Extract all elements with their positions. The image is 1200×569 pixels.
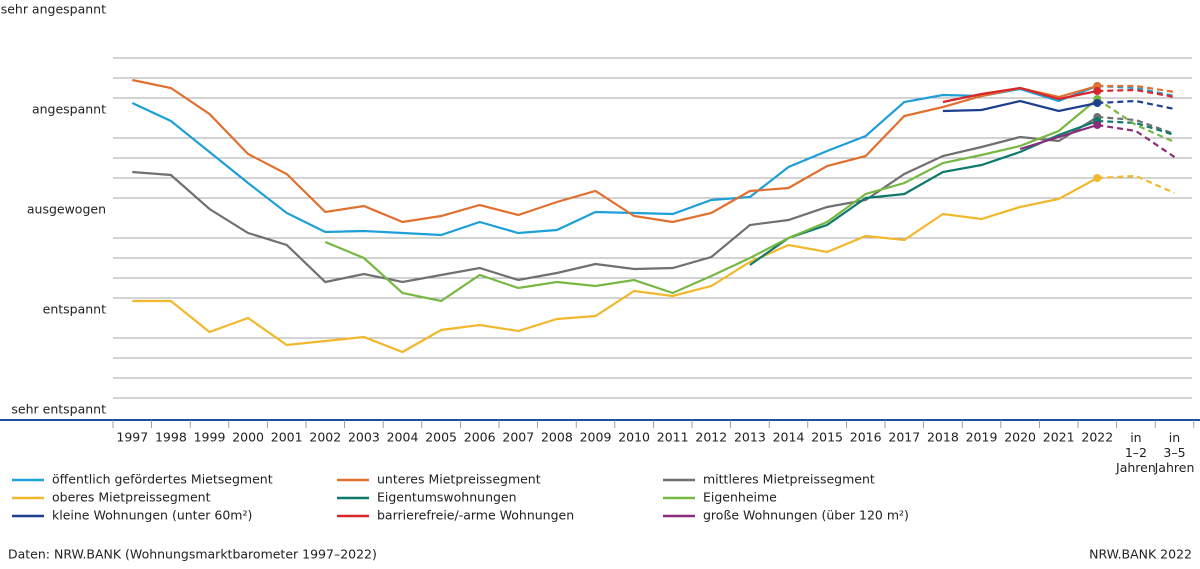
x-tick-label: 2006 bbox=[464, 430, 496, 445]
x-tick-label: 2014 bbox=[773, 430, 805, 445]
x-tick-label: 2002 bbox=[309, 430, 341, 445]
x-tick-label: in 3–5 Jahren bbox=[1154, 430, 1195, 475]
x-tick-label: 2010 bbox=[618, 430, 650, 445]
forecast-line bbox=[1096, 98, 1175, 144]
series-line bbox=[942, 86, 1098, 104]
legend-label: unteres Mietpreissegment bbox=[377, 472, 541, 487]
series-line bbox=[132, 78, 1098, 224]
series-line bbox=[749, 119, 1098, 266]
x-tick-label: in 1–2 Jahren bbox=[1115, 430, 1156, 475]
series-line bbox=[1019, 123, 1098, 151]
x-tick-label: 2003 bbox=[348, 430, 380, 445]
y-tick-label: ausgewogen bbox=[27, 202, 106, 217]
x-tick-label: 2016 bbox=[850, 430, 882, 445]
legend-label: oberes Mietpreissegment bbox=[52, 490, 211, 505]
x-tick-label: 1997 bbox=[116, 430, 148, 445]
forecast-line bbox=[1097, 174, 1175, 195]
x-tick-label: 2005 bbox=[425, 430, 457, 445]
forecast-line bbox=[1097, 99, 1175, 111]
y-tick-label: sehr angespannt bbox=[1, 2, 106, 17]
marker bbox=[1093, 121, 1102, 129]
source-note: Daten: NRW.BANK (Wohnungsmarktbarometer … bbox=[8, 547, 377, 562]
credit-note: NRW.BANK 2022 bbox=[1089, 547, 1192, 562]
x-tick-label: 2017 bbox=[888, 430, 920, 445]
forecast-line bbox=[1097, 119, 1175, 137]
legend-label: mittleres Mietpreissegment bbox=[703, 472, 875, 487]
series-line bbox=[132, 116, 1098, 284]
marker bbox=[1093, 99, 1102, 107]
forecast-line bbox=[1097, 88, 1175, 99]
forecast-line bbox=[1097, 84, 1175, 94]
x-tick-label: 2015 bbox=[811, 430, 843, 445]
y-tick-label: sehr entspannt bbox=[11, 402, 106, 417]
x-tick-label: 2001 bbox=[271, 430, 303, 445]
legend-label: Eigentumswohnungen bbox=[377, 490, 517, 505]
x-tick-label: 2012 bbox=[695, 430, 727, 445]
marker bbox=[1093, 174, 1102, 182]
forecast-line bbox=[1097, 123, 1176, 158]
x-tick-label: 2021 bbox=[1043, 430, 1075, 445]
series-line bbox=[324, 98, 1099, 303]
series-line bbox=[131, 84, 1098, 237]
series-line bbox=[132, 177, 1098, 354]
x-tick-label: 2022 bbox=[1081, 430, 1113, 445]
y-tick-label: entspannt bbox=[43, 302, 106, 317]
legend-label: öffentlich gefördertes Mietsegment bbox=[52, 472, 273, 487]
legend-label: kleine Wohnungen (unter 60m²) bbox=[52, 508, 252, 523]
x-tick-label: 2011 bbox=[657, 430, 689, 445]
y-tick-label: angespannt bbox=[32, 102, 106, 117]
x-tick-label: 1999 bbox=[194, 430, 226, 445]
x-tick-label: 2020 bbox=[1004, 430, 1036, 445]
x-tick-label: 2018 bbox=[927, 430, 959, 445]
legend-label: Eigenheime bbox=[703, 490, 777, 505]
marker bbox=[1093, 87, 1102, 95]
series-line bbox=[942, 99, 1098, 113]
x-tick-label: 2019 bbox=[966, 430, 998, 445]
x-tick-label: 2008 bbox=[541, 430, 573, 445]
x-tick-label: 2009 bbox=[580, 430, 612, 445]
legend-label: barrierefreie/-arme Wohnungen bbox=[377, 508, 574, 523]
x-tick-label: 2007 bbox=[502, 430, 534, 445]
legend-label: große Wohnungen (über 120 m²) bbox=[703, 508, 909, 523]
forecast-line bbox=[1097, 115, 1175, 136]
x-tick-label: 2004 bbox=[387, 430, 419, 445]
x-tick-label: 1998 bbox=[155, 430, 187, 445]
x-tick-label: 2013 bbox=[734, 430, 766, 445]
x-tick-label: 2000 bbox=[232, 430, 264, 445]
